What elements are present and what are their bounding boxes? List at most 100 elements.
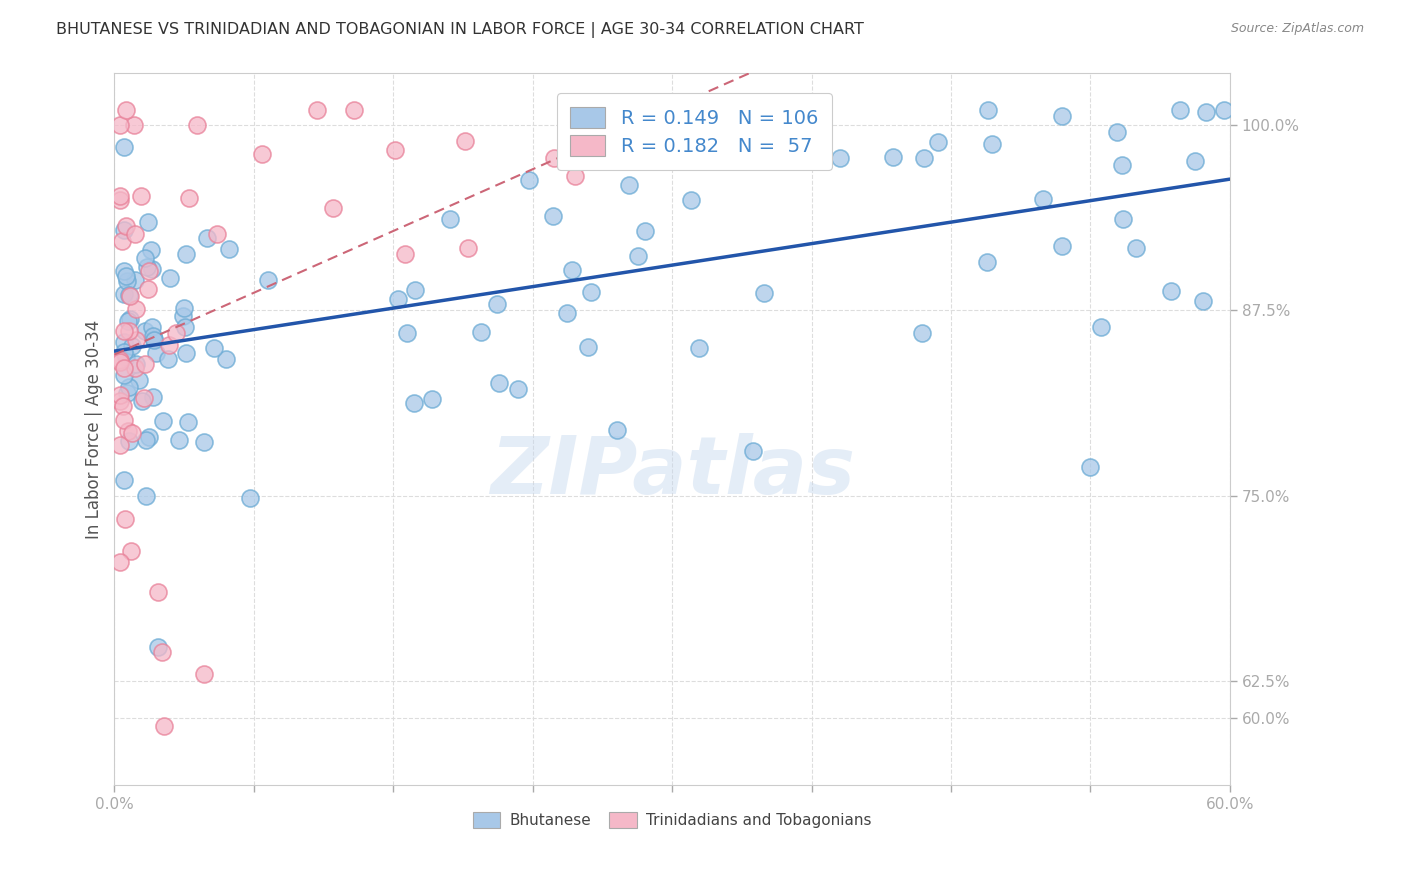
Point (114, 219, 136, 233)
Point (111, 234, 134, 248)
Point (977, 103, 1000, 117)
Point (125, 333, 148, 347)
Point (138, 430, 160, 444)
Point (152, 414, 174, 428)
Point (120, 312, 142, 326)
Point (165, 326, 187, 341)
Point (1168, 103, 1191, 117)
Point (141, 319, 163, 334)
Point (543, 151, 565, 165)
Point (1111, 158, 1133, 172)
Point (751, 103, 773, 117)
Point (174, 319, 197, 334)
Point (1213, 103, 1236, 117)
Point (186, 118, 208, 132)
Point (167, 434, 190, 448)
Point (578, 103, 600, 117)
Point (122, 118, 145, 132)
Point (117, 314, 139, 328)
Point (134, 357, 156, 371)
Point (112, 413, 135, 427)
Text: Source: ZipAtlas.com: Source: ZipAtlas.com (1230, 22, 1364, 36)
Point (112, 264, 135, 278)
Point (121, 339, 143, 353)
Point (132, 391, 155, 405)
Point (1194, 105, 1216, 120)
Point (387, 292, 409, 306)
Point (202, 341, 225, 355)
Point (150, 644, 173, 658)
Point (173, 301, 195, 315)
Point (120, 543, 142, 558)
Y-axis label: In Labor Force | Age 30-34: In Labor Force | Age 30-34 (86, 319, 103, 539)
Point (108, 189, 131, 203)
Point (157, 351, 180, 366)
Point (138, 263, 160, 277)
Point (911, 326, 934, 341)
Point (129, 188, 152, 202)
Point (115, 386, 138, 401)
Point (506, 382, 529, 396)
Point (124, 360, 146, 375)
Point (322, 201, 344, 215)
Point (136, 260, 159, 275)
Point (108, 555, 131, 569)
Point (828, 151, 851, 165)
Point (617, 178, 640, 192)
Point (1050, 109, 1073, 123)
Point (541, 209, 564, 223)
Point (114, 268, 136, 283)
Point (205, 227, 228, 241)
Point (174, 346, 197, 360)
Point (108, 355, 131, 369)
Point (453, 134, 475, 148)
Point (124, 273, 146, 287)
Point (239, 491, 262, 505)
Point (125, 357, 148, 371)
Point (912, 152, 935, 166)
Point (634, 223, 657, 237)
Point (1078, 460, 1101, 475)
Point (215, 351, 238, 366)
Point (115, 350, 138, 364)
Point (128, 373, 150, 387)
Point (108, 118, 131, 132)
Point (146, 585, 169, 599)
Point (685, 138, 707, 153)
Point (121, 426, 143, 441)
Point (145, 346, 167, 360)
Point (728, 103, 751, 117)
Point (1112, 211, 1135, 226)
Point (193, 435, 215, 450)
Point (1090, 320, 1112, 334)
Point (606, 423, 628, 437)
Point (679, 193, 702, 207)
Point (117, 425, 139, 439)
Point (1184, 153, 1206, 168)
Point (112, 223, 135, 237)
Point (152, 719, 174, 733)
Point (218, 242, 240, 256)
Point (927, 135, 949, 149)
Point (752, 285, 775, 300)
Point (135, 489, 157, 503)
Point (420, 392, 443, 406)
Point (142, 328, 165, 343)
Point (136, 214, 159, 228)
Point (1191, 294, 1213, 309)
Point (111, 399, 134, 413)
Point (643, 103, 665, 117)
Point (124, 227, 146, 242)
Point (384, 144, 406, 158)
Point (485, 297, 508, 311)
Point (172, 309, 194, 323)
Point (561, 263, 583, 277)
Point (131, 393, 153, 408)
Point (141, 244, 163, 258)
Point (976, 254, 998, 268)
Point (725, 103, 748, 117)
Text: ZIPatlas: ZIPatlas (489, 433, 855, 511)
Point (343, 103, 366, 117)
Point (177, 415, 200, 429)
Point (439, 211, 461, 226)
